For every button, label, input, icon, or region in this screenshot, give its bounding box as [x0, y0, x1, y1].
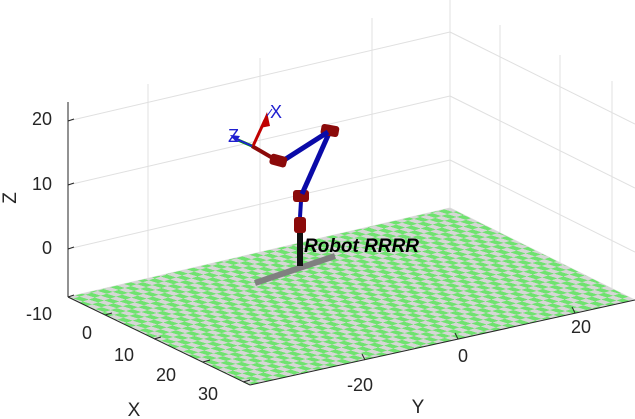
robot-arm — [250, 123, 340, 266]
tool-frame-leader — [266, 108, 273, 117]
z-tick-label: -10 — [26, 304, 52, 324]
robot-link-1 — [298, 200, 303, 218]
robot-joint-base — [294, 217, 306, 233]
y-tick-label: 0 — [458, 346, 468, 366]
robot-link-3 — [279, 129, 330, 165]
checkerboard-floor — [68, 208, 635, 385]
x-tick-label: 10 — [114, 345, 134, 365]
y-tick-label: -20 — [347, 375, 373, 395]
y-tick-label: 20 — [571, 317, 591, 337]
tool-frame-z-label: Z — [228, 126, 239, 146]
tool-frame-x-label: X — [270, 102, 282, 122]
z-axis-ticks — [67, 118, 75, 298]
axis-box-edges — [67, 102, 635, 386]
z-axis-label: Z — [0, 192, 21, 204]
robot-link-2 — [299, 129, 333, 196]
tool-frame-z-arrowhead — [230, 135, 240, 142]
z-tick-label: 10 — [32, 174, 52, 194]
x-axis-label: X — [128, 400, 141, 419]
y-axis-ticks — [361, 306, 576, 361]
grid-lines — [67, 0, 635, 301]
robot-shadow — [254, 253, 336, 286]
x-tick-label: 30 — [198, 384, 218, 404]
x-tick-label: 0 — [82, 323, 92, 343]
robot-name-label: Robot RRRR — [304, 236, 419, 257]
x-axis-ticks — [104, 312, 251, 383]
robot-link-4 — [250, 144, 278, 162]
tool-frame: X Z — [228, 102, 282, 148]
z-tick-label: 20 — [32, 109, 52, 129]
y-axis-label: Y — [412, 397, 425, 418]
z-tick-label: 0 — [42, 238, 52, 258]
x-tick-label: 20 — [156, 365, 176, 385]
